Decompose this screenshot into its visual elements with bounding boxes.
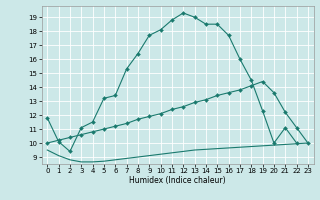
X-axis label: Humidex (Indice chaleur): Humidex (Indice chaleur): [129, 176, 226, 185]
